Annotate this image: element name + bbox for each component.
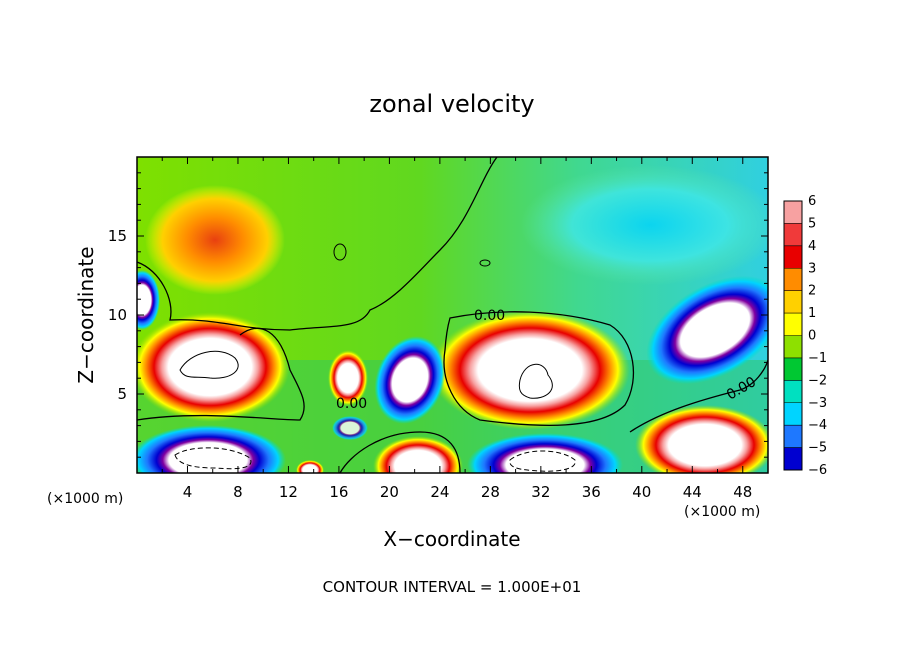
y-axis-ticks: 5 10 15 — [108, 172, 768, 458]
colorbar-label: 2 — [808, 284, 816, 299]
x-tick-label: 44 — [683, 483, 702, 501]
positive-core-bottom-mid — [373, 436, 463, 473]
x-tick-label: 12 — [279, 483, 298, 501]
negative-core-bottom-left — [137, 425, 286, 473]
negative-core-left-edge — [137, 270, 160, 330]
colorbar-label: 1 — [808, 306, 816, 321]
colorbar-label: 6 — [808, 194, 816, 209]
x-tick-label: 20 — [380, 483, 399, 501]
zero-contour-center-loop — [443, 311, 635, 427]
colorbar-label: −5 — [808, 441, 827, 456]
chart-title: zonal velocity — [369, 90, 534, 118]
zero-contour-left-loop — [137, 327, 305, 421]
warm-anomaly-upper — [145, 185, 285, 295]
cyan-region-upper-right — [520, 165, 768, 285]
colorbar-swatch — [784, 268, 802, 292]
colorbar-swatch — [784, 380, 802, 404]
colorbar-swatch — [784, 425, 802, 449]
y-axis-label: Z−coordinate — [74, 246, 98, 383]
colorbar-label: −4 — [808, 418, 827, 433]
colorbar-swatch — [784, 223, 802, 247]
positive-core-tiny — [296, 460, 324, 473]
colorbar-label: −2 — [808, 373, 827, 388]
contour-interval-note: CONTOUR INTERVAL = 1.000E+01 — [323, 578, 582, 596]
y-tick-label: 15 — [108, 227, 127, 245]
x-tick-label: 16 — [329, 483, 348, 501]
zero-contour-right — [629, 359, 768, 433]
positive-core-center — [430, 310, 630, 430]
colorbar-swatch — [784, 313, 802, 336]
x-tick-label: 28 — [481, 483, 500, 501]
colorbar-swatch — [784, 447, 802, 471]
negative-core-middle — [374, 336, 446, 424]
x-tick-label: 48 — [733, 483, 752, 501]
x-unit-right: (×1000 m) — [684, 504, 760, 520]
colorbar-label: −6 — [808, 463, 827, 478]
colorbar-swatch — [784, 402, 802, 426]
zero-contour-line — [137, 157, 498, 331]
negative-core-right — [646, 275, 768, 385]
y-tick-label: 5 — [117, 385, 127, 403]
positive-core-left — [137, 312, 290, 422]
colorbar-label: 4 — [808, 239, 816, 254]
dashed-contour-center — [509, 450, 576, 472]
negative-core-bottom-center — [467, 433, 623, 473]
colorbar-swatch — [784, 245, 802, 269]
dashed-contour-left — [174, 447, 252, 470]
colorbar-swatch — [784, 290, 802, 314]
x-tick-label: 40 — [632, 483, 651, 501]
colorbar-swatch — [784, 201, 802, 224]
colorbar-label: −3 — [808, 396, 827, 411]
positive-core-small — [328, 350, 368, 406]
contour-label-1: 0.00 — [474, 308, 505, 324]
contour-small-loop-2 — [479, 259, 491, 267]
x-tick-label: 36 — [582, 483, 601, 501]
colorbar-label: 5 — [808, 216, 816, 231]
zero-contour-bottom — [339, 431, 461, 473]
contour-label-2: 0.00 — [336, 396, 367, 412]
x-tick-label: 4 — [183, 483, 193, 501]
colorbar: 6 5 4 3 2 1 0 −1 −2 −3 −4 −5 −6 — [783, 194, 827, 478]
x-axis-label: X−coordinate — [383, 527, 520, 551]
x-tick-label: 24 — [430, 483, 449, 501]
x-tick-label: 32 — [531, 483, 550, 501]
contour-inner-left — [179, 350, 239, 379]
contour-small-loop — [333, 243, 347, 261]
positive-core-bottom-right — [635, 405, 768, 473]
plot-area: 0.00 0.00 0.00 — [137, 157, 768, 473]
colorbar-swatch — [784, 335, 802, 359]
colorbar-label: 3 — [808, 261, 816, 276]
colorbar-label: −1 — [808, 351, 827, 366]
x-axis-ticks: 4 8 12 16 20 24 28 32 36 40 44 48 — [161, 157, 752, 501]
y-tick-label: 10 — [108, 306, 127, 324]
colorbar-swatch — [784, 357, 802, 381]
contour-inner-center — [518, 363, 553, 399]
colorbar-label: 0 — [808, 329, 816, 344]
x-tick-label: 8 — [233, 483, 243, 501]
negative-patch-small — [332, 416, 368, 440]
x-unit-left: (×1000 m) — [47, 491, 123, 507]
